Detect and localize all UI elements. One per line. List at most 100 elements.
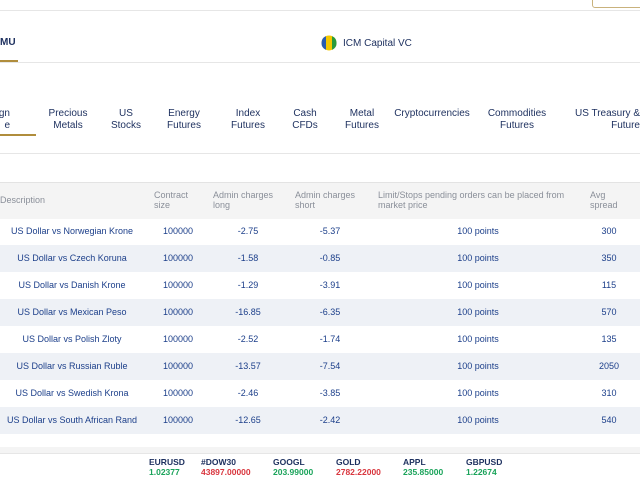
tab-line: Future <box>611 120 640 131</box>
table-row: US Dollar vs Mexican Peso 100000 -16.85 -6.… <box>0 299 640 326</box>
divider <box>0 153 640 154</box>
table-cell: -2.75 <box>237 226 259 236</box>
table-cell: 100000 <box>162 280 194 290</box>
column-header: Admin charges long <box>213 190 273 210</box>
site-name[interactable]: ICM Capital VC <box>343 38 412 49</box>
tab-line: Futures <box>345 120 379 131</box>
column-header: Contract size <box>154 190 188 210</box>
column-header-line: Description <box>0 195 46 205</box>
table-row: US Dollar vs South African Rand 100000 -12… <box>0 407 640 434</box>
tab[interactable]: Cash CFDs <box>285 108 325 132</box>
column-header-line: size <box>154 200 171 210</box>
table-cell: 100 points <box>457 361 499 371</box>
ticker-symbol: APPL <box>403 457 426 467</box>
table-cell: US Dollar vs Norwegian Krone <box>10 226 134 236</box>
table-row: US Dollar vs Swedish Krona 100000 -2.46 -3.… <box>0 380 640 407</box>
top-button[interactable] <box>592 0 640 8</box>
table-cell: 100000 <box>162 253 194 263</box>
tab[interactable]: Commodities Futures <box>477 108 557 132</box>
table-cell: US Dollar vs Swedish Krona <box>15 388 129 398</box>
tab-line: Precious <box>48 108 88 119</box>
row-partial <box>0 447 640 453</box>
column-header-line: Admin charges <box>213 190 274 200</box>
tab[interactable]: gn e <box>0 108 10 132</box>
divider <box>0 62 640 63</box>
table-cell: 100 points <box>457 253 499 263</box>
ticker-price: 2782.22000 <box>336 467 381 477</box>
table-cell: 570 <box>601 307 617 317</box>
ticker-symbol: GOLD <box>336 457 361 467</box>
table-cell: 350 <box>601 253 617 263</box>
tab[interactable]: Energy Futures <box>152 108 216 132</box>
tab-line: Energy <box>168 108 200 119</box>
column-header-line: short <box>295 200 316 210</box>
column-header-line: spread <box>590 200 618 210</box>
column-header-line: long <box>213 200 231 210</box>
table-cell: US Dollar vs South African Rand <box>6 415 138 425</box>
table-cell: 100000 <box>162 226 194 236</box>
table-cell: 540 <box>601 415 617 425</box>
table-cell: 100 points <box>457 334 499 344</box>
column-header-line: market price <box>378 200 428 210</box>
tab[interactable]: US Stocks <box>104 108 148 132</box>
ticker-item[interactable]: GOLD 2782.22000 <box>336 457 381 477</box>
flag-icon <box>321 35 337 51</box>
table-row: US Dollar vs Polish Zloty 100000 -2.52 -1.7… <box>0 326 640 353</box>
column-header-line: Admin charges <box>295 190 356 200</box>
menu-label[interactable]: MU <box>0 37 16 48</box>
table-cell: -16.85 <box>235 307 261 317</box>
tab-line: Futures <box>231 120 265 131</box>
table-row: US Dollar vs Norwegian Krone 100000 -2.75 -… <box>0 218 640 245</box>
table-cell: 100000 <box>162 361 194 371</box>
table-cell: -3.91 <box>319 280 341 290</box>
column-header: Description <box>0 195 45 205</box>
table-cell: 115 <box>601 280 617 290</box>
ticker-symbol: EURUSD <box>149 457 185 467</box>
tab-line: CFDs <box>292 120 318 131</box>
table-cell: 100 points <box>457 388 499 398</box>
table-cell: -2.42 <box>319 415 341 425</box>
divider <box>0 10 640 11</box>
tab-line: US Treasury & <box>574 108 640 119</box>
table-cell: 100 points <box>457 415 499 425</box>
column-header: Admin charges short <box>295 190 355 210</box>
table-cell: 310 <box>601 388 617 398</box>
tab[interactable]: Cryptocurrencies <box>392 108 472 120</box>
ticker-symbol: GOOGL <box>273 457 305 467</box>
ticker-item[interactable]: GOOGL 203.99000 <box>273 457 313 477</box>
ticker-item[interactable]: GBPUSD 1.22674 <box>466 457 502 477</box>
table-cell: 100 points <box>457 307 499 317</box>
tab-line: Metal <box>349 108 375 119</box>
ticker-item[interactable]: EURUSD 1.02377 <box>149 457 185 477</box>
table-cell: -7.54 <box>319 361 341 371</box>
table-cell: US Dollar vs Danish Krone <box>18 280 126 290</box>
table-cell: -0.85 <box>319 253 341 263</box>
ticker-price: 235.85000 <box>403 467 444 477</box>
table-cell: 100000 <box>162 307 194 317</box>
ticker-price: 1.22674 <box>466 467 497 477</box>
ticker-item[interactable]: APPL 235.85000 <box>403 457 443 477</box>
table-cell: 100000 <box>162 388 194 398</box>
tab-line: Cash <box>293 108 317 119</box>
tab[interactable]: Precious Metals <box>40 108 96 132</box>
menu-underline <box>0 60 18 62</box>
tab-line: Commodities <box>487 108 547 119</box>
column-header: Avg spread <box>590 190 618 210</box>
table-cell: 100 points <box>457 226 499 236</box>
tab[interactable]: Index Futures <box>218 108 278 132</box>
table-cell: -12.65 <box>235 415 261 425</box>
table-cell: 100000 <box>162 415 194 425</box>
table-cell: -1.29 <box>237 280 259 290</box>
table-cell: 100 points <box>457 280 499 290</box>
tab-line: e <box>4 120 10 131</box>
tab[interactable]: Metal Futures <box>337 108 387 132</box>
ticker-item[interactable]: #DOW30 43897.00000 <box>201 457 251 477</box>
tab-line: gn <box>0 108 10 119</box>
table-cell: 300 <box>601 226 617 236</box>
table-cell: US Dollar vs Russian Ruble <box>16 361 128 371</box>
table-cell: -1.74 <box>319 334 341 344</box>
ticker-price: 43897.00000 <box>201 467 251 477</box>
tab[interactable]: US Treasury & Future <box>560 108 640 132</box>
table-cell: 2050 <box>598 361 620 371</box>
